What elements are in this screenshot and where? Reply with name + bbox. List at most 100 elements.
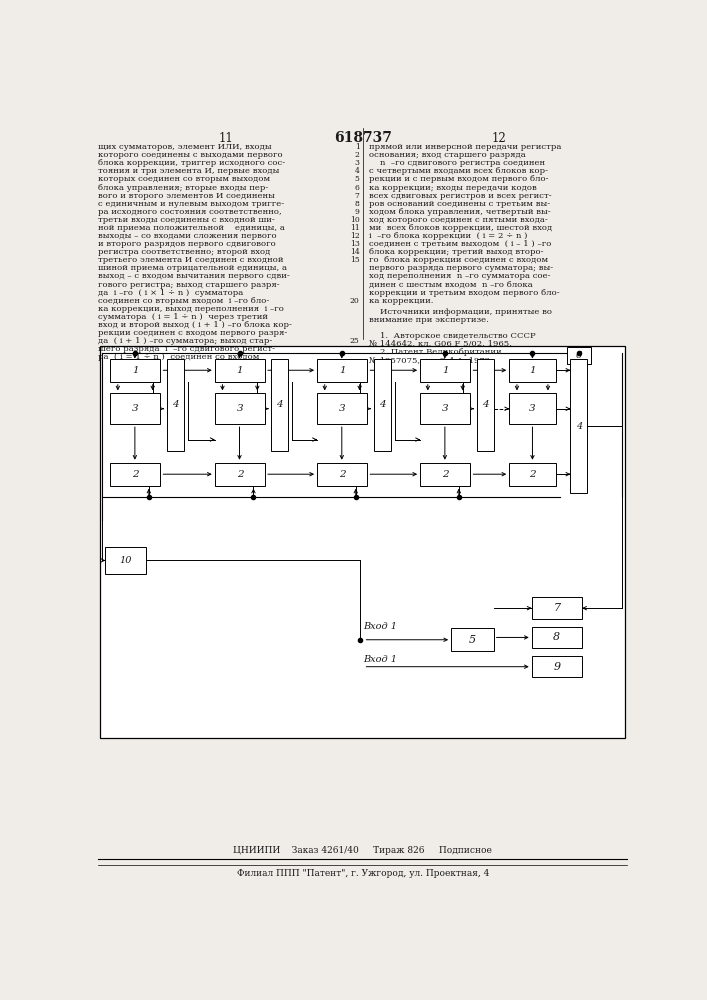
Bar [509,393,556,424]
Text: 9: 9 [554,662,561,672]
Text: 3: 3 [529,404,536,413]
Text: 2: 2 [529,470,536,479]
Text: 11: 11 [350,224,360,232]
Text: 5: 5 [355,175,360,183]
Text: третьего элемента И соединен с входной: третьего элемента И соединен с входной [98,256,284,264]
Text: Филиал ППП "Патент", г. Ужгород, ул. Проектная, 4: Филиал ППП "Патент", г. Ужгород, ул. Про… [237,869,489,878]
Text: 7: 7 [355,192,360,200]
Text: Источники информации, принятые во: Источники информации, принятые во [369,308,552,316]
Text: 5: 5 [469,635,476,645]
Text: которых соединен со вторым выходом: которых соединен со вторым выходом [98,175,270,183]
Text: шего разряда  i  –го сдвигового регист-: шего разряда i –го сдвигового регист- [98,345,275,353]
Text: 7: 7 [554,603,561,613]
Bar [110,359,160,382]
Bar [317,463,368,486]
Bar [105,547,146,574]
Text: ра исходного состояния соответственно,: ра исходного состояния соответственно, [98,208,281,216]
Text: Вход 1: Вход 1 [363,654,397,664]
Text: 10: 10 [350,216,360,224]
Text: 3: 3 [442,404,448,413]
Bar [567,347,590,364]
Text: 15: 15 [350,256,360,264]
Text: рекции и с первым входом первого бло-: рекции и с первым входом первого бло- [369,175,549,183]
Text: вого и второго элементов И соединены: вого и второго элементов И соединены [98,192,274,200]
Text: 2: 2 [132,470,139,479]
Text: ходом блока управления, четвертый вы-: ходом блока управления, четвертый вы- [369,208,551,216]
Text: коррекции и третьим входом первого бло-: коррекции и третьим входом первого бло- [369,289,559,297]
Text: 1: 1 [355,143,360,151]
Text: 10: 10 [119,556,132,565]
Text: ЦНИИПИ    Заказ 4261/40     Тираж 826     Подписное: ЦНИИПИ Заказ 4261/40 Тираж 826 Подписное [233,846,492,855]
Text: с единичным и нулевым выходом тригге-: с единичным и нулевым выходом тригге- [98,200,284,208]
Text: 4: 4 [172,400,178,409]
Text: ка коррекции; входы передачи кодов: ка коррекции; входы передачи кодов [369,184,537,192]
Text: блока управления; вторые входы пер-: блока управления; вторые входы пер- [98,184,268,192]
Text: 6: 6 [575,351,582,360]
Text: блока коррекции, триггер исходного сос-: блока коррекции, триггер исходного сос- [98,159,285,167]
Text: и второго разрядов первого сдвигового: и второго разрядов первого сдвигового [98,240,276,248]
Text: 6: 6 [355,184,360,192]
Text: 12: 12 [492,132,506,145]
Text: 3: 3 [355,159,360,167]
Text: № 1257075, кл. G 4 A, 1972.: № 1257075, кл. G 4 A, 1972. [369,356,493,364]
Bar [215,463,265,486]
Text: 3: 3 [237,404,243,413]
Text: с четвертыми входами всех блоков кор-: с четвертыми входами всех блоков кор- [369,167,548,175]
Bar [110,393,160,424]
Bar [420,463,470,486]
Bar [509,463,556,486]
Text: ра  ( i = 1 ÷ n )  соединен со входом: ра ( i = 1 ÷ n ) соединен со входом [98,353,259,361]
Bar [215,393,265,424]
Text: гового регистра; выход старшего разря-: гового регистра; выход старшего разря- [98,281,279,289]
Bar [532,597,582,619]
Text: 4: 4 [379,400,385,409]
Text: ной приема положительной    единицы, а: ной приема положительной единицы, а [98,224,284,232]
Text: 4: 4 [482,400,489,409]
Text: да  i –го  ( i × 1 ÷ n )  сумматора: да i –го ( i × 1 ÷ n ) сумматора [98,289,243,297]
Text: 8: 8 [355,200,360,208]
Text: 1: 1 [529,366,536,375]
Text: которого соединены с выходами первого: которого соединены с выходами первого [98,151,282,159]
Text: 4: 4 [276,400,283,409]
Bar [509,359,556,382]
Text: 14: 14 [350,248,360,256]
Bar [420,359,470,382]
Text: прямой или инверсной передачи регистра: прямой или инверсной передачи регистра [369,143,561,151]
Text: внимание при экспертизе.: внимание при экспертизе. [369,316,489,324]
Text: основания; вход старшего разряда: основания; вход старшего разряда [369,151,526,159]
Bar [477,359,493,451]
Text: № 144642, кл. G06 F 5/02, 1965.: № 144642, кл. G06 F 5/02, 1965. [369,340,512,348]
Bar [317,359,368,382]
Text: 2. Патент Великобритании: 2. Патент Великобритании [369,348,501,356]
Text: шиной приема отрицательной единицы, а: шиной приема отрицательной единицы, а [98,264,286,272]
Text: 1.  Авторское свидетельство СССР: 1. Авторское свидетельство СССР [369,332,535,340]
Bar [215,359,265,382]
Text: 1: 1 [339,366,346,375]
Text: 2: 2 [355,151,360,159]
Text: 1: 1 [237,366,243,375]
Bar [271,359,288,451]
Bar [532,627,582,648]
Bar [317,393,368,424]
Text: n  –го сдвигового регистра соединен: n –го сдвигового регистра соединен [369,159,545,167]
Text: 3: 3 [132,404,139,413]
Text: Вход 1: Вход 1 [363,622,397,631]
Text: 9: 9 [355,208,360,216]
Text: 2: 2 [442,470,448,479]
Text: рекции соединен с входом первого разря-: рекции соединен с входом первого разря- [98,329,287,337]
Text: динен с шестым входом  n –го блока: динен с шестым входом n –го блока [369,281,532,289]
Text: 2: 2 [237,470,243,479]
Text: ми  всех блоков коррекции, шестой вход: ми всех блоков коррекции, шестой вход [369,224,552,232]
Text: 4: 4 [575,422,582,431]
Text: ка коррекции.: ка коррекции. [369,297,433,305]
Bar [420,393,470,424]
Text: 20: 20 [350,297,360,305]
Text: ход переполнения  n –го сумматора сое-: ход переполнения n –го сумматора сое- [369,272,551,280]
Text: да  ( i + 1 ) –го сумматора; выход стар-: да ( i + 1 ) –го сумматора; выход стар- [98,337,272,345]
Bar [451,628,493,651]
Bar [571,359,588,493]
Text: i  –го блока коррекции  ( i = 2 ÷ n ): i –го блока коррекции ( i = 2 ÷ n ) [369,232,527,240]
Text: соединен со вторым входом  i –го бло-: соединен со вторым входом i –го бло- [98,297,269,305]
Bar [100,346,625,738]
Text: первого разряда первого сумматора; вы-: первого разряда первого сумматора; вы- [369,264,553,272]
